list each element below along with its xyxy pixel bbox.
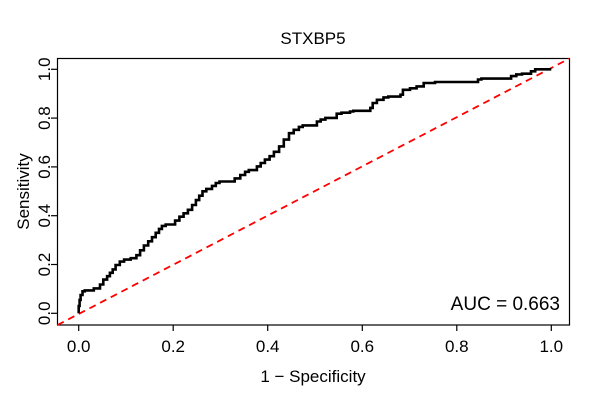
y-tick-label: 0.4 [35,204,54,228]
x-tick-label: 1.0 [539,337,563,356]
y-tick-label: 1.0 [35,57,54,81]
x-tick-label: 0.0 [67,337,91,356]
y-tick-label: 0.6 [35,155,54,179]
y-tick-label: 0.8 [35,106,54,130]
x-tick-label: 0.6 [350,337,374,356]
chance-diagonal-line [57,57,570,326]
x-tick-label: 0.8 [445,337,469,356]
y-tick-label: 0.0 [35,301,54,325]
x-axis-ticks: 0.0 0.2 0.4 0.6 0.8 1.0 [67,325,563,356]
y-tick-label: 0.2 [35,253,54,277]
x-axis-label: 1 − Specificity [260,367,366,386]
plot-box [56,57,571,326]
x-tick-label: 0.4 [256,337,280,356]
y-axis-ticks: 0.0 0.2 0.4 0.6 0.8 1.0 [35,57,57,325]
plot-title: STXBP5 [280,29,345,48]
auc-annotation: AUC = 0.663 [451,294,560,315]
y-axis-label: Sensitivity [14,153,33,230]
roc-curve-line [77,68,552,314]
x-tick-label: 0.2 [161,337,185,356]
